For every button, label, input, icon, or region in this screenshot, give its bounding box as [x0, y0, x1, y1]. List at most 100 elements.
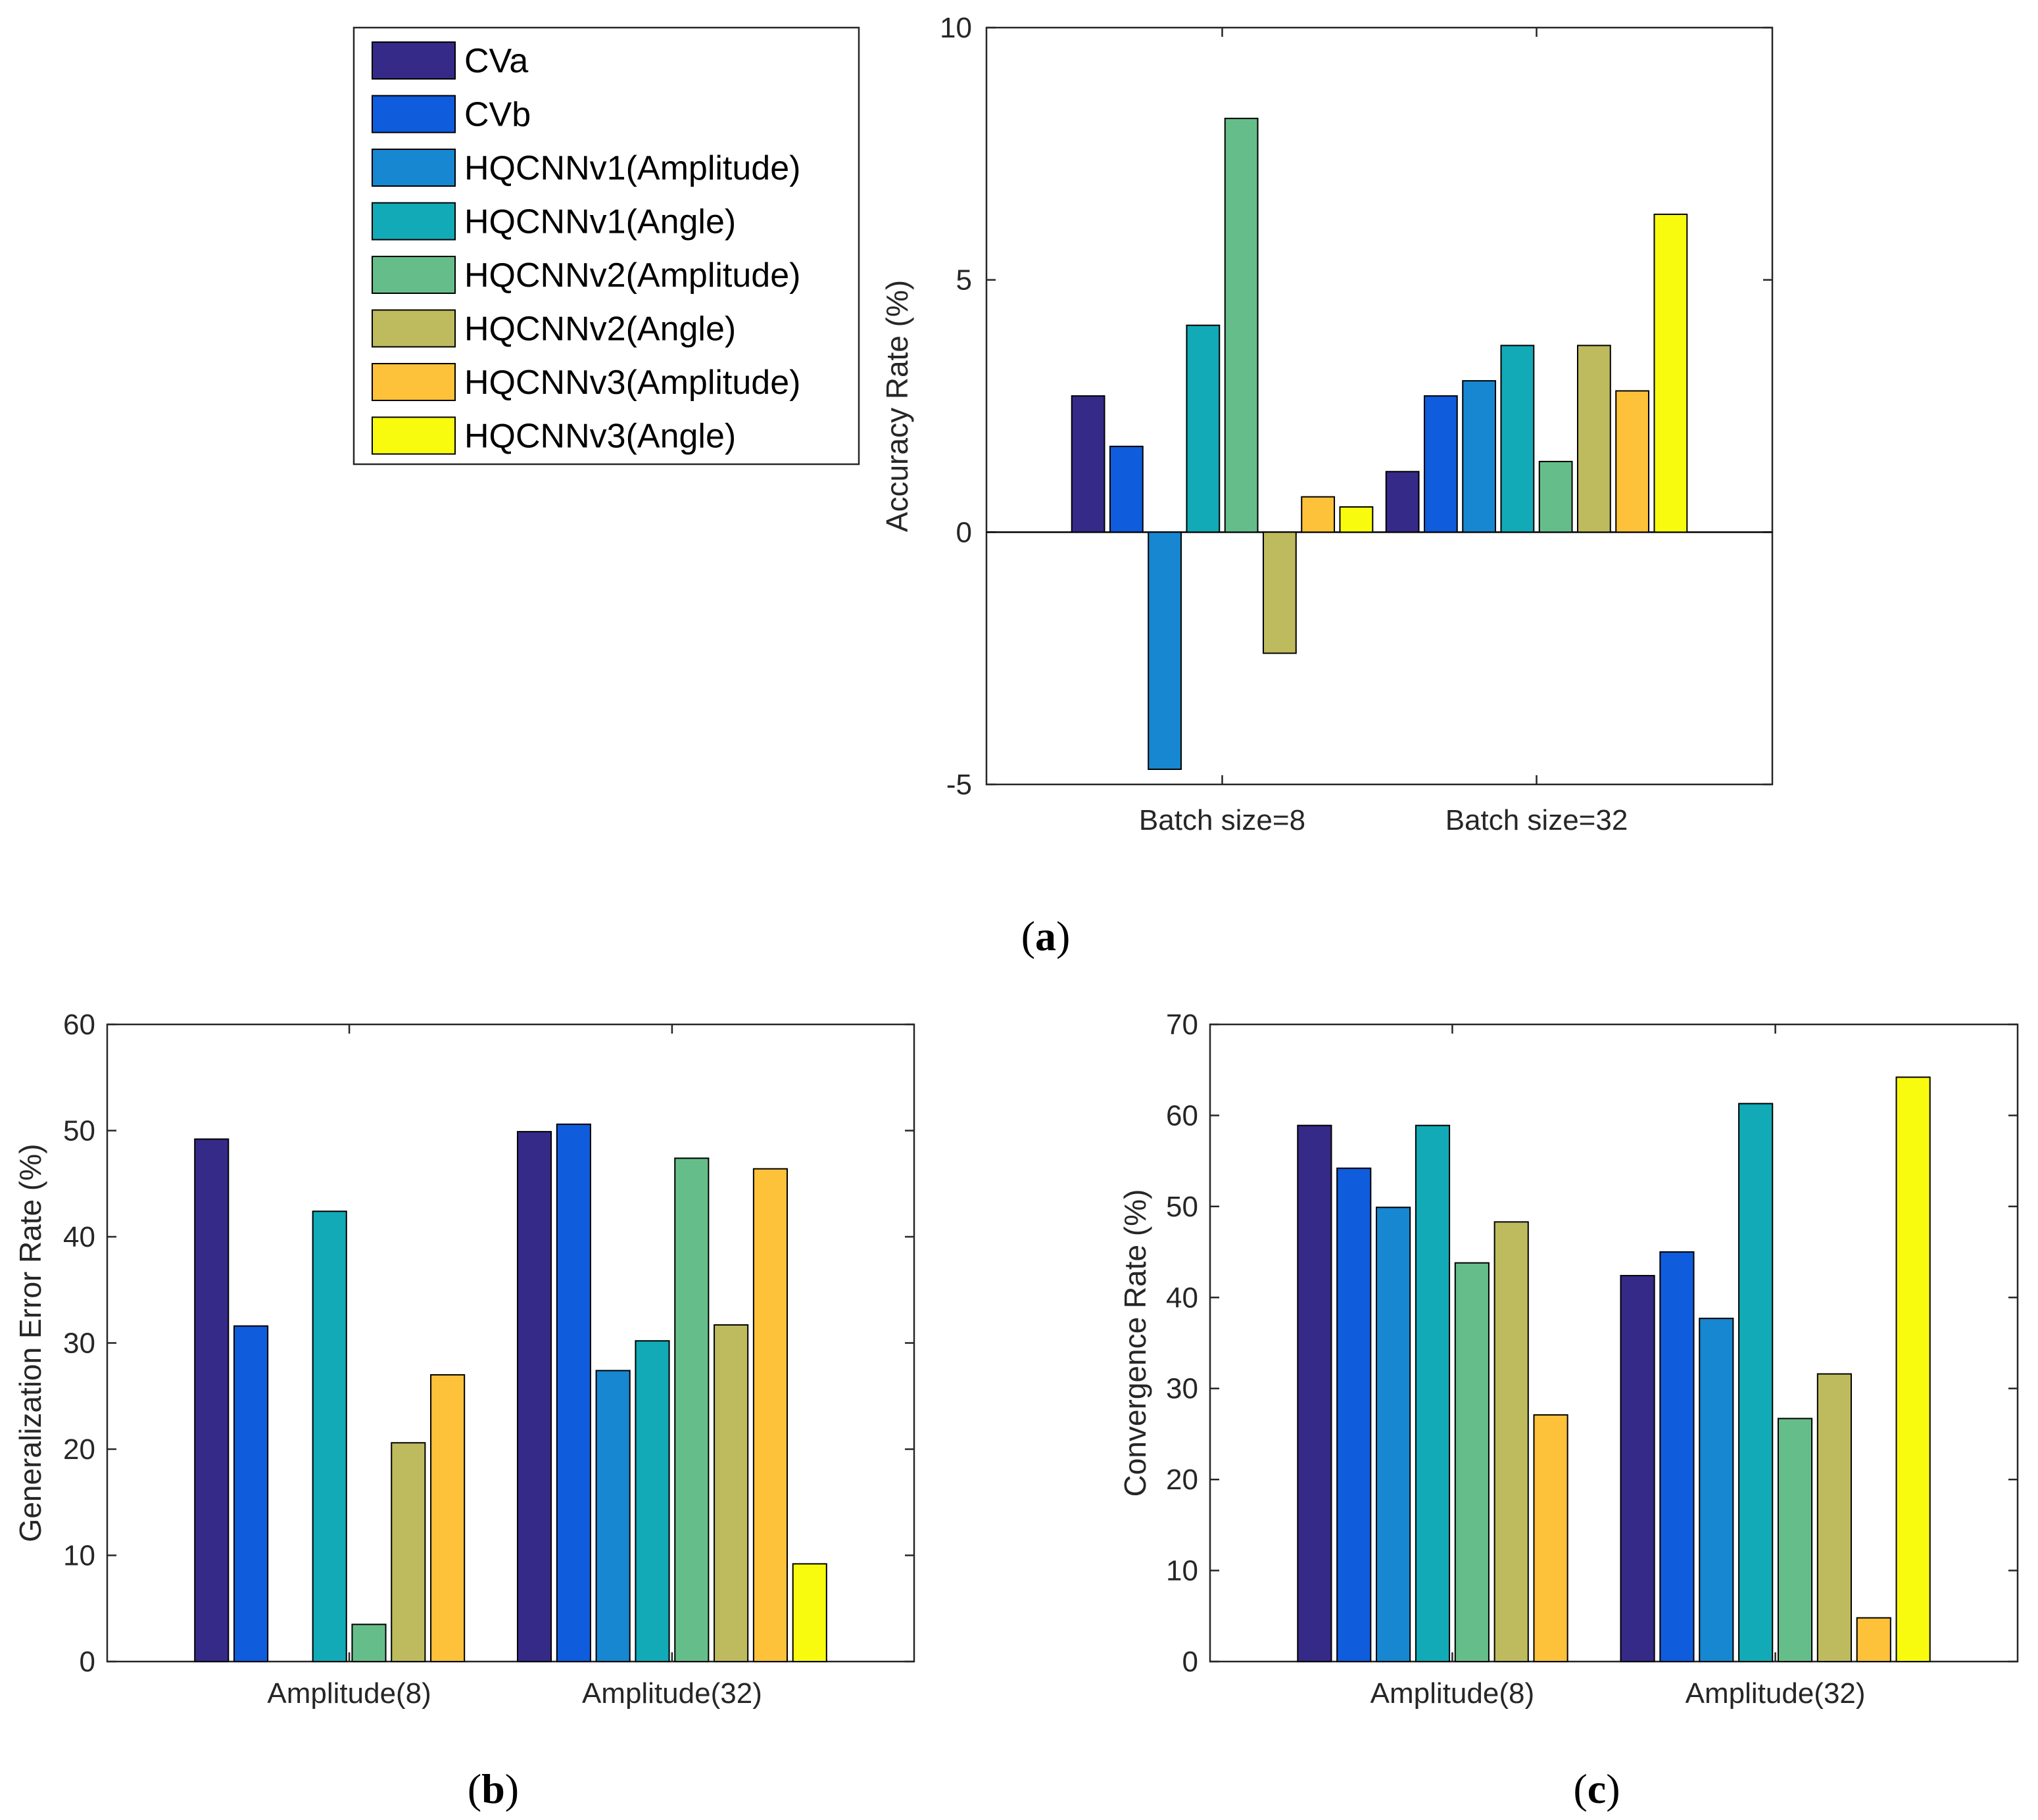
bar-hqcnnv2-angle-2 [714, 1324, 749, 1663]
legend-label: HQCNNv2(Amplitude) [464, 256, 800, 295]
bar-cvb-2 [556, 1123, 591, 1663]
chart-panel-c: 0 10 20 30 40 50 60 70 Amplitude(8) Amplitude(32)… [1118, 1009, 2019, 1710]
bar-hqcnnv1-angle-2 [1738, 1103, 1774, 1662]
bar-cva-2 [516, 1131, 552, 1662]
caption-c-close: ) [1606, 1765, 1620, 1812]
legend-swatch [372, 202, 456, 241]
bar-cva-2 [1385, 471, 1420, 533]
bar-hqcnnv1-angle-1 [1186, 324, 1221, 533]
y-tick-label: 0 [80, 1646, 95, 1678]
y-tick-label: 70 [1166, 1009, 1198, 1041]
bar-hqcnnv2-angle-2 [1576, 345, 1611, 533]
y-tick-label: 60 [63, 1009, 95, 1041]
bar-cvb-2 [1659, 1251, 1695, 1662]
bar-hqcnnv2-angle-1 [1493, 1221, 1529, 1662]
bar-hqcnnv3-amplitude-2 [1615, 390, 1650, 533]
y-tick-label: 20 [1166, 1464, 1198, 1496]
y-tick-label: 10 [940, 12, 972, 44]
bar-hqcnnv1-amplitude-2 [1462, 380, 1497, 533]
bar-cva-1 [1071, 395, 1105, 533]
bar-cvb-1 [1336, 1167, 1372, 1662]
bar-hqcnnv3-amplitude-1 [1301, 496, 1336, 533]
y-tick-label: 30 [63, 1328, 95, 1360]
caption-b-open: ( [468, 1765, 481, 1812]
legend-label: HQCNNv3(Angle) [464, 418, 736, 456]
y-axis-label: Convergence Rate (%) [1118, 1189, 1152, 1497]
bar-hqcnnv2-angle-1 [1262, 531, 1297, 654]
y-tick-label: -5 [946, 769, 972, 801]
bar-cva-2 [1620, 1275, 1655, 1662]
bar-cva-1 [1297, 1124, 1332, 1663]
y-tick-label: 50 [63, 1115, 95, 1147]
bar-hqcnnv3-angle-2 [792, 1563, 827, 1662]
y-tick-label: 60 [1166, 1099, 1198, 1132]
bar-hqcnnv1-amplitude-1 [1148, 531, 1182, 770]
bar-hqcnnv1-angle-1 [1415, 1124, 1451, 1663]
bar-hqcnnv3-angle-2 [1653, 213, 1688, 533]
bar-hqcnnv2-angle-2 [1816, 1373, 1852, 1662]
bar-hqcnnv3-amplitude-1 [430, 1374, 466, 1662]
bar-hqcnnv1-amplitude-2 [1699, 1318, 1734, 1662]
x-category-label: Amplitude(8) [1371, 1677, 1534, 1710]
bar-hqcnnv2-amplitude-2 [1538, 460, 1573, 533]
legend-swatch [372, 256, 456, 294]
bar-hqcnnv1-angle-2 [635, 1340, 670, 1663]
y-tick-label: 50 [1166, 1191, 1198, 1223]
caption-c-letter: c [1588, 1765, 1606, 1812]
bar-hqcnnv3-amplitude-1 [1533, 1414, 1568, 1663]
y-tick-label: 10 [1166, 1555, 1198, 1587]
chart-panel-a: -5 0 5 10 Batch size=8 Batch size=32 Accuracy … [880, 12, 1774, 836]
bar-hqcnnv3-amplitude-2 [752, 1168, 789, 1662]
y-axis-label: Generalization Error Rate (%) [13, 1144, 47, 1543]
x-category-label: Batch size=32 [1445, 804, 1628, 836]
caption-b-letter: b [481, 1765, 505, 1812]
bar-hqcnnv2-amplitude-2 [1777, 1418, 1813, 1663]
caption-b: (b) [468, 1765, 519, 1812]
legend-swatch [372, 95, 456, 133]
caption-c-open: ( [1573, 1765, 1587, 1812]
y-tick-label: 0 [1182, 1646, 1198, 1678]
y-axis-label: Accuracy Rate (%) [880, 280, 914, 532]
bar-hqcnnv3-angle-2 [1895, 1076, 1931, 1662]
caption-a-open: ( [1021, 913, 1035, 959]
y-tick-label: 0 [956, 516, 972, 548]
legend-swatch [372, 309, 456, 348]
legend-swatch [372, 363, 456, 401]
caption-a-close: ) [1056, 913, 1070, 959]
y-tick-label: 20 [63, 1433, 95, 1466]
legend-label: HQCNNv1(Angle) [464, 203, 736, 241]
bar-hqcnnv2-amplitude-1 [1224, 118, 1259, 533]
y-tick-label: 30 [1166, 1373, 1198, 1405]
x-category-label: Batch size=8 [1139, 804, 1305, 836]
legend-swatch [372, 149, 456, 187]
caption-a-letter: a [1035, 913, 1056, 959]
bar-cva-1 [194, 1138, 230, 1663]
bar-hqcnnv3-angle-1 [1339, 506, 1374, 533]
legend-label: HQCNNv3(Amplitude) [464, 364, 800, 402]
y-tick-label: 10 [63, 1540, 95, 1572]
bar-hqcnnv1-angle-2 [1500, 345, 1535, 533]
y-tick-label: 5 [956, 264, 972, 297]
caption-c: (c) [1573, 1765, 1620, 1812]
bar-hqcnnv1-amplitude-2 [595, 1370, 631, 1662]
y-tick-label: 40 [1166, 1281, 1198, 1314]
x-category-label: Amplitude(32) [582, 1677, 762, 1710]
bar-hqcnnv2-amplitude-2 [674, 1157, 710, 1662]
x-category-label: Amplitude(32) [1686, 1677, 1866, 1710]
chart-panel-b: 0 10 20 30 40 50 60 Amplitude(8) Amplitude(32) Ge… [13, 1009, 915, 1710]
caption-b-close: ) [505, 1765, 519, 1812]
bar-cvb-1 [1109, 445, 1144, 533]
legend-swatch [372, 41, 456, 80]
legend: CVa CVb HQCNNv1(Amplitude) HQCNNv1(Angle) HQ… [352, 26, 860, 466]
legend-swatch [372, 416, 456, 455]
bar-hqcnnv2-amplitude-1 [1454, 1262, 1490, 1662]
legend-label: HQCNNv2(Angle) [464, 310, 736, 348]
bar-hqcnnv2-angle-1 [391, 1442, 426, 1663]
x-category-label: Amplitude(8) [267, 1677, 431, 1710]
bar-cvb-2 [1423, 395, 1458, 533]
bar-hqcnnv1-angle-1 [312, 1210, 347, 1662]
bar-hqcnnv2-amplitude-1 [351, 1623, 387, 1663]
legend-label: HQCNNv1(Amplitude) [464, 149, 800, 187]
bar-hqcnnv1-amplitude-1 [1376, 1207, 1411, 1662]
